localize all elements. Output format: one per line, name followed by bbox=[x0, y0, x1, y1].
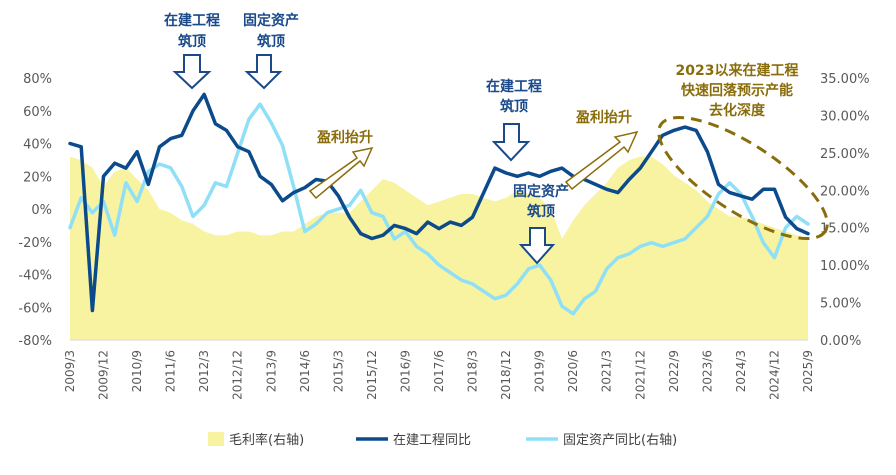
arrow-up-right-icon bbox=[564, 130, 639, 191]
y-right-tick-label: 30.00% bbox=[820, 109, 870, 124]
y-right-tick-label: 20.00% bbox=[820, 184, 870, 199]
y-right-tick-label: 0.00% bbox=[820, 334, 861, 349]
series-line-fixed-assets bbox=[68, 102, 810, 316]
x-tick-label: 2012/12 bbox=[231, 350, 245, 400]
annotation-peak4-line1: 固定资产 bbox=[513, 183, 569, 200]
annotation-peak1-line1: 在建工程 bbox=[164, 12, 220, 29]
x-tick-label: 2010/9 bbox=[130, 350, 144, 392]
annotation-peak2-line2: 筑顶 bbox=[257, 33, 285, 50]
y-right-tick-label: 35.00% bbox=[820, 72, 870, 87]
x-tick-label: 2012/3 bbox=[197, 350, 211, 392]
y-right-tick-label: 5.00% bbox=[820, 297, 861, 312]
annotation-peak4-line2: 筑顶 bbox=[527, 203, 555, 220]
x-tick-label: 2024/12 bbox=[768, 350, 782, 400]
x-tick-label: 2025/9 bbox=[801, 350, 815, 392]
x-tick-label: 2023/6 bbox=[700, 350, 714, 392]
annotation-peak1-line2: 筑顶 bbox=[178, 33, 206, 50]
x-tick-label: 2011/6 bbox=[164, 350, 178, 392]
series-line-construction bbox=[68, 92, 810, 313]
series-lines-layer bbox=[68, 92, 810, 316]
x-tick-label: 2009/3 bbox=[63, 350, 77, 392]
annotations: 在建工程 筑顶 固定资产 筑顶 盈利抬升 在建工程 筑顶 固定资产 筑顶 盈利抬… bbox=[164, 12, 829, 265]
y-left-tick-label: -20% bbox=[18, 236, 52, 251]
arrow-down-icon bbox=[172, 54, 212, 90]
x-tick-label: 2021/12 bbox=[633, 350, 647, 400]
annotation-peak2-line1: 固定资产 bbox=[243, 12, 299, 29]
legend-label-fixed-assets: 固定资产同比(右轴) bbox=[563, 433, 677, 448]
x-tick-label: 2022/9 bbox=[667, 350, 681, 392]
x-tick-label: 2020/6 bbox=[566, 350, 580, 392]
series-area-gross-margin bbox=[70, 156, 808, 340]
y-left-tick-label: 20% bbox=[23, 170, 52, 185]
x-tick-label: 2024/3 bbox=[734, 350, 748, 392]
annotation-note-line2: 快速回落预示产能 bbox=[681, 82, 793, 99]
annotation-profit1: 盈利抬升 bbox=[316, 129, 373, 146]
arrow-down-icon bbox=[518, 227, 556, 265]
x-tick-label: 2018/3 bbox=[466, 350, 480, 392]
y-left-tick-label: -80% bbox=[18, 334, 52, 349]
x-tick-label: 2009/12 bbox=[97, 350, 111, 400]
y-left-tick-label: -60% bbox=[18, 301, 52, 316]
x-tick-label: 2013/9 bbox=[264, 350, 278, 392]
arrow-up-right-icon bbox=[308, 146, 374, 200]
legend: 毛利率(右轴) 在建工程同比 固定资产同比(右轴) bbox=[208, 432, 677, 448]
arrow-down-icon bbox=[491, 123, 531, 162]
y-right-tick-label: 25.00% bbox=[820, 147, 870, 162]
legend-swatch-gross-margin bbox=[208, 432, 224, 446]
x-tick-label: 2018/12 bbox=[499, 350, 513, 400]
x-axis: 2009/3 2009/12 2010/9 2011/6 2012/3 2012/12 20… bbox=[63, 339, 815, 400]
legend-label-construction: 在建工程同比 bbox=[393, 433, 471, 448]
highlight-ellipse bbox=[657, 115, 829, 241]
annotation-profit2: 盈利抬升 bbox=[575, 109, 632, 126]
annotation-peak3-line1: 在建工程 bbox=[486, 78, 542, 95]
left-axis: 80% 60% 40% 20% 0% -20% -40% -60% -80% bbox=[18, 72, 52, 349]
right-axis: 35.00% 30.00% 25.00% 20.00% 15.00% 10.00% 5.00… bbox=[820, 72, 870, 349]
x-tick-label: 2016/9 bbox=[399, 350, 413, 392]
annotation-note-line1: 2023以来在建工程 bbox=[676, 62, 799, 79]
y-left-tick-label: -40% bbox=[18, 269, 52, 284]
y-right-tick-label: 10.00% bbox=[820, 259, 870, 274]
x-tick-label: 2017/6 bbox=[432, 350, 446, 392]
gross-margin-area-layer bbox=[70, 156, 808, 340]
x-tick-label: 2015/12 bbox=[365, 350, 379, 400]
y-left-tick-label: 0% bbox=[31, 203, 52, 218]
arrow-down-icon bbox=[244, 54, 283, 90]
x-tick-label: 2014/6 bbox=[298, 350, 312, 392]
annotation-note-line3: 去化深度 bbox=[709, 102, 766, 119]
legend-label-gross-margin: 毛利率(右轴) bbox=[229, 432, 304, 448]
x-tick-label: 2015/3 bbox=[331, 350, 345, 392]
y-right-tick-label: 15.00% bbox=[820, 222, 870, 237]
y-left-tick-label: 80% bbox=[23, 72, 52, 87]
x-tick-label: 2021/3 bbox=[600, 350, 614, 392]
y-left-tick-label: 40% bbox=[23, 138, 52, 153]
x-tick-label: 2019/9 bbox=[533, 350, 547, 392]
y-left-tick-label: 60% bbox=[23, 105, 52, 120]
annotation-peak3-line2: 筑顶 bbox=[500, 98, 528, 115]
